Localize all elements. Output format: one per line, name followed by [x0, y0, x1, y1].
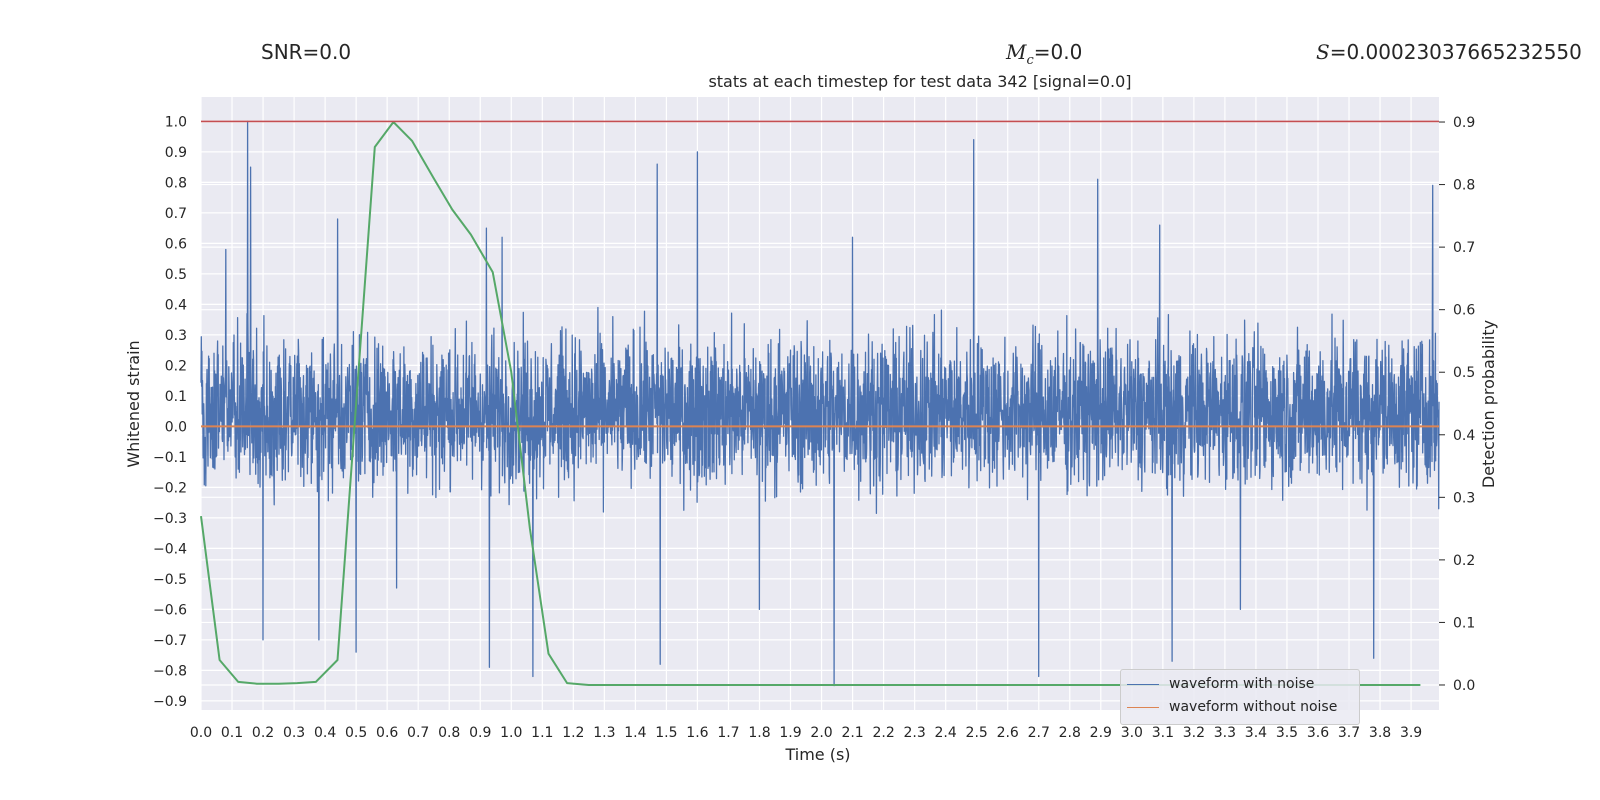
series-layer: [200, 120, 1439, 686]
x-tick-label: 0.4: [314, 725, 336, 741]
x-tick-label: 3.6: [1307, 725, 1329, 741]
chirp-mass-header: Mc=0.0: [1006, 40, 1082, 73]
y-tick-label: 0.0: [165, 419, 187, 435]
y-tick-label: −0.5: [153, 572, 187, 588]
y-right-tick-label: 0.8: [1453, 178, 1475, 194]
y-right-tick-label: 0.0: [1453, 678, 1475, 694]
y-tick-label: 0.4: [165, 297, 187, 313]
x-tick-label: 0.8: [438, 725, 460, 741]
y-tick-label: 0.3: [165, 328, 187, 344]
y-tick-label: 0.7: [165, 206, 187, 222]
waveform-with-noise-line: [200, 120, 1440, 687]
chirp-mass-subscript: c: [1026, 53, 1034, 68]
y-tick-label: 0.9: [165, 145, 187, 161]
x-tick-label: 3.8: [1369, 725, 1391, 741]
x-tick-label: 1.6: [686, 725, 708, 741]
y-right-tick-label: 0.7: [1453, 240, 1475, 256]
y-right-tick-label: 0.2: [1453, 553, 1475, 569]
chart-title: stats at each timestep for test data 342…: [708, 72, 1131, 91]
x-tick-label: 0.9: [469, 725, 491, 741]
legend-label-clean: waveform without noise: [1169, 699, 1338, 715]
y-tick-label: 0.6: [165, 236, 187, 252]
x-tick-label: 1.0: [500, 725, 522, 741]
x-tick-label: 0.2: [252, 725, 274, 741]
legend-item-clean: waveform without noise: [1121, 697, 1359, 717]
y-tick-label: 0.5: [165, 267, 187, 283]
x-tick-label: 0.7: [407, 725, 429, 741]
x-tick-label: 1.3: [593, 725, 615, 741]
x-tick-label: 1.7: [717, 725, 739, 741]
y-tick-label: 0.8: [165, 175, 187, 191]
x-tick-label: 0.1: [221, 725, 243, 741]
x-tick-label: 2.9: [1090, 725, 1112, 741]
detection-probability-line: [200, 121, 1421, 686]
x-tick-label: 0.3: [283, 725, 305, 741]
x-tick-label: 3.7: [1338, 725, 1360, 741]
x-tick-label: 2.2: [872, 725, 894, 741]
x-tick-label: 3.2: [1183, 725, 1205, 741]
legend-swatch-noisy: [1127, 684, 1159, 685]
legend-swatch-clean: [1127, 707, 1159, 708]
x-tick-label: 2.5: [966, 725, 988, 741]
s-statistic-header: S=0.00023037665232550: [1316, 40, 1582, 64]
y-tick-label: −0.2: [153, 480, 187, 496]
chart-legend: waveform with noise waveform without noi…: [1120, 669, 1360, 725]
x-tick-label: 3.1: [1152, 725, 1174, 741]
noisy-waveform-series: [200, 120, 1440, 687]
x-tick-label: 1.4: [624, 725, 646, 741]
x-tick-label: 3.4: [1245, 725, 1267, 741]
y-right-tick-label: 0.3: [1453, 490, 1475, 506]
x-tick-label: 2.8: [1059, 725, 1081, 741]
s-symbol: S: [1316, 40, 1330, 64]
y-tick-label: 1.0: [165, 114, 187, 130]
y-right-tick-label: 0.1: [1453, 615, 1475, 631]
y-tick-label: −0.7: [153, 633, 187, 649]
y-axis-right-label: Detection probability: [1479, 320, 1498, 488]
x-tick-label: 2.6: [997, 725, 1019, 741]
x-tick-label: 3.3: [1214, 725, 1236, 741]
y-tick-label: −0.1: [153, 450, 187, 466]
legend-label-noisy: waveform with noise: [1169, 676, 1315, 692]
x-tick-label: 3.0: [1121, 725, 1143, 741]
y-axis-label: Whitened strain: [124, 340, 143, 467]
chirp-mass-value: =0.0: [1033, 40, 1083, 64]
x-tick-label: 0.0: [190, 725, 212, 741]
x-tick-label: 1.2: [562, 725, 584, 741]
x-tick-label: 1.9: [779, 725, 801, 741]
x-axis-label: Time (s): [784, 745, 850, 764]
x-tick-label: 1.1: [531, 725, 553, 741]
y-right-tick-label: 0.9: [1453, 115, 1475, 131]
y-right-tick-label: 0.6: [1453, 303, 1475, 319]
x-tick-label: 0.5: [345, 725, 367, 741]
x-tick-label: 2.4: [935, 725, 957, 741]
s-value: =0.00023037665232550: [1329, 40, 1582, 64]
x-tick-label: 2.7: [1028, 725, 1050, 741]
y-tick-label: −0.3: [153, 511, 187, 527]
y-tick-label: −0.9: [153, 694, 187, 710]
y-tick-label: −0.4: [153, 541, 187, 557]
legend-item-noisy: waveform with noise: [1121, 674, 1359, 694]
x-tick-label: 3.9: [1400, 725, 1422, 741]
x-tick-label: 2.3: [904, 725, 926, 741]
x-tick-label: 1.5: [655, 725, 677, 741]
y-tick-label: −0.6: [153, 602, 187, 618]
chirp-mass-symbol: M: [1006, 40, 1027, 64]
x-tick-label: 0.6: [376, 725, 398, 741]
tick-labels: 0.0 0.1 0.2 0.3 0.4 0.5 0.6 0.7 0.8 0.9 1.0 1.1 1.2 1…: [153, 114, 1475, 741]
y-tick-label: −0.8: [153, 663, 187, 679]
x-tick-label: 3.5: [1276, 725, 1298, 741]
snr-header: SNR=0.0: [261, 40, 352, 64]
x-tick-label: 1.8: [748, 725, 770, 741]
x-tick-label: 2.1: [841, 725, 863, 741]
y-right-tick-label: 0.4: [1453, 428, 1475, 444]
y-tick-label: 0.2: [165, 358, 187, 374]
x-tick-label: 2.0: [810, 725, 832, 741]
y-right-tick-label: 0.5: [1453, 365, 1475, 381]
y-tick-label: 0.1: [165, 389, 187, 405]
